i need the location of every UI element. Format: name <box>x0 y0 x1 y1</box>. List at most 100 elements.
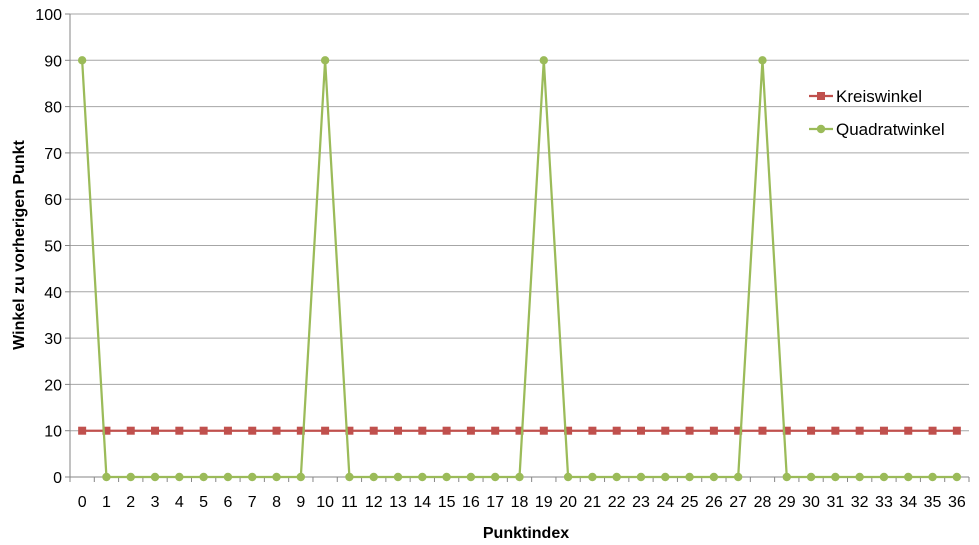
point-Quadratwinkel-31 <box>831 472 840 482</box>
point-Kreiswinkel-9 <box>296 426 305 435</box>
point-Quadratwinkel-24 <box>661 472 670 482</box>
point-Kreiswinkel-26 <box>709 426 718 435</box>
point-Quadratwinkel-3 <box>150 472 160 482</box>
y-tick-label-6: 60 <box>44 192 62 209</box>
gridlines <box>70 13 969 432</box>
y-tick-label-3: 30 <box>44 331 62 348</box>
point-Kreiswinkel-3 <box>151 426 160 435</box>
x-tick-label-11: 11 <box>341 494 358 511</box>
point-Quadratwinkel-0 <box>77 56 87 65</box>
point-Quadratwinkel-15 <box>442 472 451 482</box>
point-Kreiswinkel-8 <box>272 426 281 435</box>
series-Kreiswinkel <box>78 426 961 435</box>
point-Quadratwinkel-13 <box>393 472 403 482</box>
legend-item-Kreiswinkel: Kreiswinkel <box>809 87 922 106</box>
x-tick-label-15: 15 <box>438 494 456 511</box>
point-Quadratwinkel-29 <box>782 472 791 482</box>
series-group <box>77 56 962 482</box>
axes <box>65 13 970 482</box>
point-Kreiswinkel-36 <box>952 426 961 435</box>
point-Kreiswinkel-4 <box>175 426 184 435</box>
y-tick-label-4: 40 <box>44 285 62 302</box>
point-Kreiswinkel-6 <box>223 426 232 435</box>
point-Quadratwinkel-25 <box>685 472 694 482</box>
point-Quadratwinkel-19 <box>539 56 548 65</box>
point-Kreiswinkel-33 <box>879 426 888 435</box>
y-axis-title: Winkel zu vorherigen Punkt <box>11 140 28 350</box>
point-Kreiswinkel-29 <box>782 426 791 435</box>
point-Kreiswinkel-21 <box>588 426 597 435</box>
legend-label-Quadratwinkel: Quadratwinkel <box>836 120 945 139</box>
x-tick-label-0: 0 <box>78 494 87 511</box>
point-Kreiswinkel-24 <box>661 426 670 435</box>
x-tick-label-29: 29 <box>778 494 796 511</box>
x-tick-label-20: 20 <box>559 494 577 511</box>
point-Quadratwinkel-16 <box>466 472 476 482</box>
point-Quadratwinkel-8 <box>272 472 281 482</box>
point-Quadratwinkel-6 <box>223 472 233 482</box>
point-Quadratwinkel-10 <box>320 56 330 65</box>
x-tick-label-33: 33 <box>875 494 893 511</box>
point-Quadratwinkel-22 <box>612 472 621 482</box>
point-Kreiswinkel-14 <box>418 426 427 435</box>
point-Quadratwinkel-21 <box>588 472 597 482</box>
x-axis-title: Punktindex <box>483 525 569 542</box>
x-tick-label-6: 6 <box>223 494 232 511</box>
x-tick-label-17: 17 <box>486 494 504 511</box>
x-tick-label-14: 14 <box>413 494 431 511</box>
point-Kreiswinkel-5 <box>199 426 208 435</box>
point-Quadratwinkel-11 <box>345 472 354 482</box>
x-tick-label-7: 7 <box>248 494 257 511</box>
x-tick-label-18: 18 <box>511 494 529 511</box>
y-tick-label-7: 70 <box>44 146 62 163</box>
x-tick-label-36: 36 <box>948 494 966 511</box>
point-Kreiswinkel-7 <box>248 426 257 435</box>
y-tick-label-8: 80 <box>44 100 62 117</box>
point-Quadratwinkel-26 <box>709 472 719 482</box>
x-tick-label-22: 22 <box>608 494 626 511</box>
point-Quadratwinkel-32 <box>855 472 864 482</box>
x-tick-label-8: 8 <box>272 494 281 511</box>
x-tick-label-23: 23 <box>632 494 650 511</box>
x-tick-label-32: 32 <box>851 494 869 511</box>
point-Kreiswinkel-20 <box>564 426 573 435</box>
x-tick-label-27: 27 <box>729 494 747 511</box>
x-tick-label-30: 30 <box>802 494 820 511</box>
point-Quadratwinkel-36 <box>952 472 962 482</box>
y-tick-label-1: 10 <box>44 424 62 441</box>
x-tick-label-16: 16 <box>462 494 480 511</box>
x-tick-label-34: 34 <box>899 494 917 511</box>
point-Kreiswinkel-1 <box>102 426 111 435</box>
point-Kreiswinkel-18 <box>515 426 524 435</box>
point-Kreiswinkel-22 <box>612 426 621 435</box>
x-tick-label-10: 10 <box>316 494 334 511</box>
y-tick-label-10: 100 <box>35 7 62 24</box>
x-tick-label-13: 13 <box>389 494 407 511</box>
x-tick-label-25: 25 <box>681 494 699 511</box>
legend-item-Quadratwinkel: Quadratwinkel <box>809 120 945 139</box>
x-tick-label-28: 28 <box>754 494 772 511</box>
y-tick-labels: 0 10 20 30 40 50 60 70 80 90 100 <box>35 7 62 487</box>
point-Quadratwinkel-9 <box>296 472 306 482</box>
y-tick-label-0: 0 <box>53 470 62 487</box>
x-tick-label-31: 31 <box>826 494 844 511</box>
point-Kreiswinkel-0 <box>78 426 87 435</box>
point-Quadratwinkel-30 <box>806 472 816 482</box>
x-tick-label-4: 4 <box>175 494 184 511</box>
point-Quadratwinkel-4 <box>175 472 184 482</box>
point-Kreiswinkel-17 <box>491 426 500 435</box>
point-Kreiswinkel-16 <box>466 426 475 435</box>
x-tick-label-26: 26 <box>705 494 723 511</box>
y-tick-label-5: 50 <box>44 239 62 256</box>
point-Quadratwinkel-27 <box>733 472 743 482</box>
x-tick-label-2: 2 <box>126 494 135 511</box>
point-Quadratwinkel-12 <box>369 472 378 482</box>
legend-label-Kreiswinkel: Kreiswinkel <box>836 87 922 106</box>
point-Kreiswinkel-34 <box>904 426 913 435</box>
point-Kreiswinkel-19 <box>539 426 548 435</box>
legend: Kreiswinkel Quadratwinkel <box>809 87 945 139</box>
x-tick-label-5: 5 <box>199 494 208 511</box>
x-tick-label-19: 19 <box>535 494 553 511</box>
point-Kreiswinkel-11 <box>345 426 354 435</box>
